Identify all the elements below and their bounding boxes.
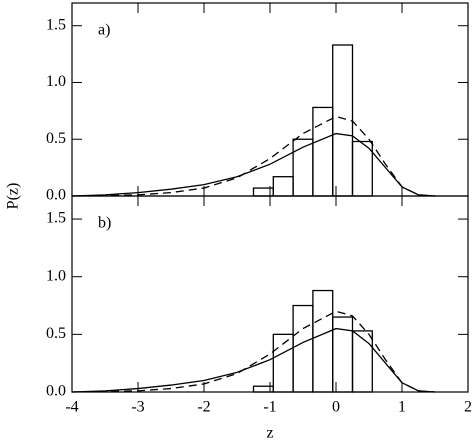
x-tick-label: 1: [398, 399, 406, 416]
histogram-bar: [332, 44, 354, 197]
panel-label: b): [98, 215, 111, 232]
histogram-bar: [351, 330, 373, 393]
histogram-bar: [272, 176, 294, 197]
y-tick-label: 0.5: [46, 325, 66, 342]
x-tick-label: -3: [131, 399, 144, 416]
x-axis-label: z: [266, 425, 273, 442]
histogram-bar: [312, 106, 334, 197]
x-tick-label: 2: [464, 399, 472, 416]
x-tick-label: -4: [65, 399, 78, 416]
x-tick-label: -2: [197, 399, 210, 416]
curve: [71, 310, 436, 393]
curve: [71, 327, 436, 393]
y-tick-label: 0.0: [46, 187, 66, 204]
y-axis-label: P(z): [5, 183, 22, 210]
y-tick-label: 1.0: [46, 73, 66, 90]
frame: [71, 195, 469, 393]
histogram-bar: [312, 289, 334, 393]
y-tick-label: 0.5: [46, 130, 66, 147]
frame: [71, 2, 469, 197]
y-tick-label: 1.0: [46, 267, 66, 284]
curve: [71, 132, 436, 197]
panel-label: a): [98, 22, 110, 39]
x-tick-label: 0: [332, 399, 340, 416]
y-tick-label: 1.5: [46, 16, 66, 33]
x-tick-label: -1: [263, 399, 276, 416]
histogram-bar: [292, 304, 314, 393]
y-tick-label: 0.0: [46, 383, 66, 400]
y-tick-label: 1.5: [46, 210, 66, 227]
curve: [71, 115, 436, 197]
